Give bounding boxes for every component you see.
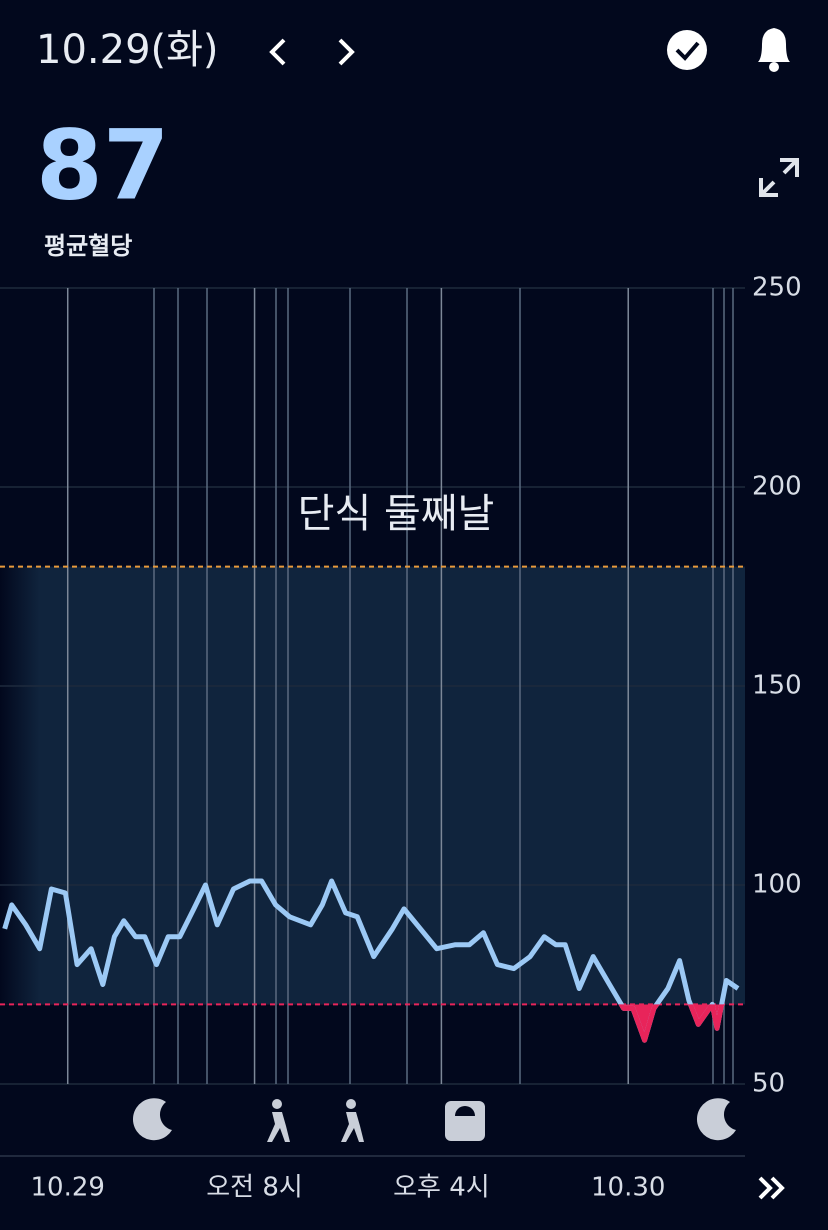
date-title[interactable]: 10.29(화) <box>36 27 219 73</box>
x-tick-label: 10.30 <box>591 1173 665 1203</box>
x-tick-label: 오후 4시 <box>393 1173 490 1203</box>
average-value: 87 <box>36 109 170 221</box>
sleep-icon[interactable] <box>696 1098 736 1141</box>
y-tick-label: 100 <box>752 870 802 900</box>
expand-icon[interactable] <box>759 158 799 197</box>
verified-icon[interactable] <box>667 30 707 70</box>
y-tick-label: 200 <box>752 472 802 502</box>
y-tick-label: 50 <box>752 1069 785 1099</box>
scale-icon[interactable] <box>445 1101 485 1141</box>
y-tick-label: 150 <box>752 671 802 701</box>
bell-icon[interactable] <box>758 28 790 72</box>
prev-day[interactable] <box>269 38 286 66</box>
walk-icon[interactable] <box>267 1099 290 1142</box>
more-button[interactable] <box>758 1176 785 1200</box>
x-tick-label: 오전 8시 <box>206 1173 303 1203</box>
y-tick-label: 250 <box>752 273 802 303</box>
next-day[interactable] <box>338 38 355 66</box>
event-lines <box>153 288 734 1084</box>
range-fade <box>0 566 40 1005</box>
event-icons <box>132 1098 736 1142</box>
glucose-line-low <box>618 1004 725 1043</box>
annotation: 단식 둘째날 <box>298 491 495 537</box>
walk-icon[interactable] <box>341 1099 364 1142</box>
average-label: 평균혈당 <box>44 232 132 260</box>
target-range <box>0 566 745 1005</box>
x-tick-label: 10.29 <box>31 1173 105 1203</box>
sleep-icon[interactable] <box>132 1098 172 1141</box>
